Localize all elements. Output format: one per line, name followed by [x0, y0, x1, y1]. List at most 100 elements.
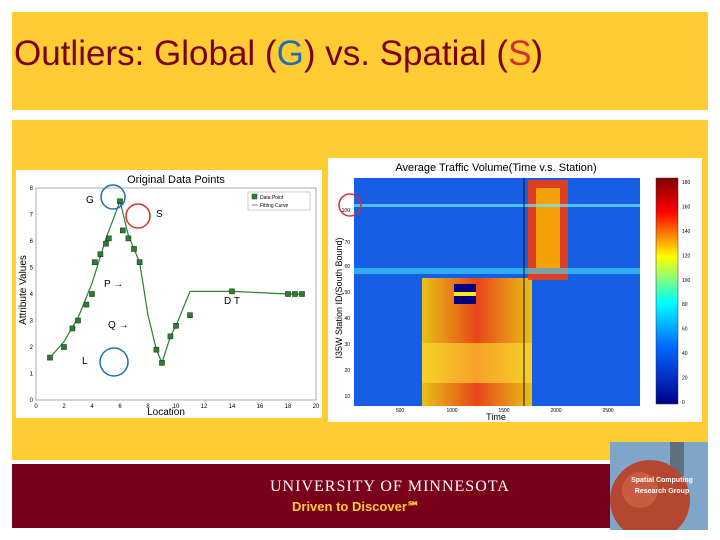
- logo-text-1: Spatial Computing: [631, 477, 693, 484]
- y-tick-label: 8: [30, 186, 34, 192]
- y-tick-label: 2: [30, 345, 34, 351]
- heatmap-xtick-1500: 1500: [498, 408, 509, 414]
- data-point: [187, 312, 193, 318]
- x-tick-label: 8: [146, 404, 150, 410]
- data-point: [92, 259, 98, 265]
- heatmap-ytick-100: 100: [342, 208, 351, 214]
- y-tick-label: 6: [30, 239, 34, 245]
- logo-text-2: Research Group: [635, 488, 689, 495]
- colorbar-tick-label: 0: [682, 400, 685, 406]
- heatmap-ytick-20: 20: [344, 368, 350, 374]
- x-tick-label: 18: [285, 404, 292, 410]
- x-tick-label: 10: [173, 404, 180, 410]
- data-point: [89, 291, 95, 297]
- colorbar-tick-label: 20: [682, 376, 688, 382]
- heatmap-warm-band: [422, 343, 532, 383]
- x-tick-label: 0: [34, 404, 38, 410]
- heatmap-xtick-500: 500: [396, 408, 405, 414]
- x-axis-label: Location: [147, 407, 185, 418]
- outlier-line-chart: Original Data Points Location Attribute …: [16, 170, 322, 418]
- x-tick-label: 4: [90, 404, 94, 410]
- footer-band: [12, 464, 708, 528]
- x-tick-label: 2: [62, 404, 66, 410]
- data-point: [136, 259, 143, 265]
- y-tick-label: 4: [30, 292, 34, 298]
- annotation-q: Q →: [108, 320, 129, 331]
- heatmap-ytick-60: 60: [344, 264, 350, 270]
- x-tick-label: 20: [313, 404, 320, 410]
- y-tick-label: 3: [30, 319, 34, 325]
- data-point: [103, 240, 109, 247]
- outlier-circle-l: [99, 347, 129, 377]
- legend-box: [247, 191, 311, 211]
- heatmap-y-label: I35W Station ID(South Bound): [334, 237, 344, 358]
- slide-title: Outliers: Global (G) vs. Spatial (S): [14, 34, 543, 74]
- title-band: [12, 12, 708, 110]
- colorbar-tick-label: 80: [682, 302, 688, 308]
- colorbar-tick-label: 180: [682, 180, 691, 186]
- heatmap-ytick-30: 30: [344, 342, 350, 348]
- heatmap-ytick-50: 50: [344, 290, 350, 296]
- spatial-computing-logo: Spatial Computing Research Group: [610, 442, 708, 540]
- legend-item-fitting-curve: Fitting Curve: [260, 203, 289, 209]
- heatmap-stripe: [354, 268, 640, 274]
- data-point: [131, 246, 137, 252]
- data-point: [292, 291, 298, 297]
- x-tick-label: 16: [257, 404, 264, 410]
- data-point: [125, 235, 132, 242]
- data-point: [159, 360, 165, 366]
- heatmap-ytick-10: 10: [344, 394, 350, 400]
- heatmap-xtick-2500: 2500: [602, 408, 613, 414]
- heatmap-xtick-2000: 2000: [550, 408, 561, 414]
- heatmap-ytick-70: 70: [344, 240, 350, 246]
- data-point: [97, 251, 104, 258]
- title-suffix: ): [531, 34, 544, 73]
- data-point: [299, 291, 305, 297]
- heatmap-peak-core: [536, 188, 560, 268]
- data-point: [285, 291, 291, 297]
- annotation-s: S: [156, 209, 163, 220]
- heatmap-xtick-1000: 1000: [446, 408, 457, 414]
- data-point: [47, 354, 53, 361]
- legend-item-data-point: Data Point: [260, 195, 284, 201]
- y-tick-label: 7: [30, 213, 34, 219]
- title-g: G: [276, 34, 304, 73]
- fitting-curve-line: [49, 199, 302, 365]
- outlier-circle-g: [100, 184, 126, 210]
- annotation-l: L: [82, 356, 88, 367]
- colorbar-tick-label: 100: [682, 278, 691, 284]
- heatmap-ytick-40: 40: [344, 316, 350, 322]
- colorbar-tick-label: 140: [682, 229, 691, 235]
- y-tick-label: 5: [30, 266, 34, 272]
- y-tick-label: 1: [30, 372, 34, 378]
- colorbar-tick-label: 60: [682, 327, 688, 333]
- colorbar-tick-label: 160: [682, 204, 691, 210]
- data-point: [173, 323, 179, 329]
- university-name: UNIVERSITY OF MINNESOTA: [270, 478, 510, 495]
- data-point: [61, 344, 67, 350]
- heatmap-hot-region: [422, 278, 532, 406]
- title-mid: ) vs. Spatial (: [303, 34, 509, 73]
- x-tick-label: 6: [118, 404, 122, 410]
- annotation-g: G: [86, 195, 94, 206]
- colorbar-tick-label: 40: [682, 351, 688, 357]
- chart-title: Original Data Points: [127, 174, 225, 186]
- data-point: [75, 317, 81, 324]
- heatmap-x-label: Time: [486, 412, 506, 422]
- data-point: [106, 235, 112, 242]
- title-s: S: [508, 34, 532, 73]
- heatmap-outlier-row: [354, 204, 640, 207]
- data-point: [69, 325, 76, 332]
- legend-marker: [251, 193, 258, 200]
- plot-frame: [35, 187, 317, 401]
- x-tick-label: 14: [229, 404, 236, 410]
- heatmap-title: Average Traffic Volume(Time v.s. Station…: [395, 162, 596, 174]
- data-point: [167, 333, 174, 340]
- colorbar-tick-label: 120: [682, 253, 691, 259]
- annotation-dt: D T: [224, 296, 240, 307]
- data-point: [83, 301, 90, 308]
- tagline: Driven to Discover℠: [292, 499, 421, 514]
- title-prefix: Outliers: Global (: [14, 34, 277, 73]
- data-point: [229, 288, 235, 295]
- data-point: [117, 198, 123, 205]
